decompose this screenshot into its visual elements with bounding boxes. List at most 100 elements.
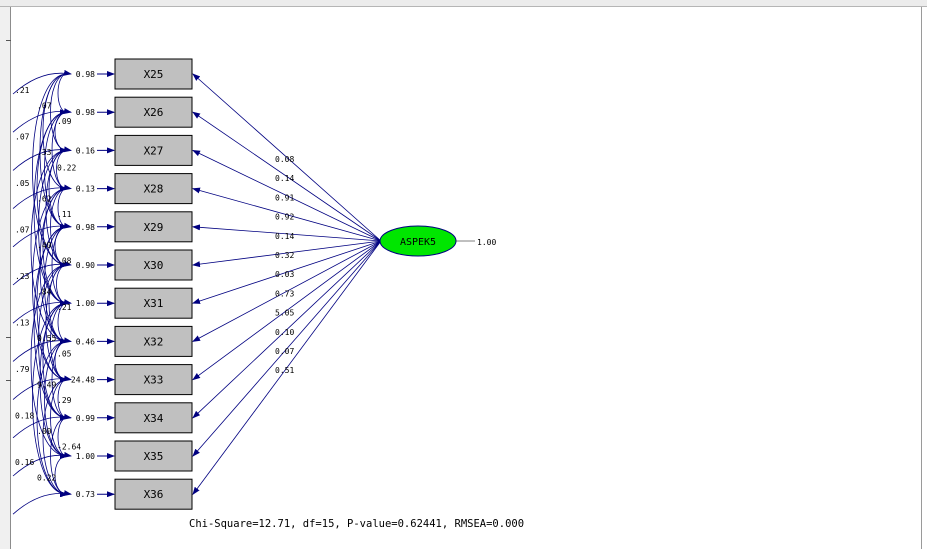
error-variance: 0.73 xyxy=(76,490,95,499)
indicator-box[interactable] xyxy=(114,58,193,90)
indicator-box[interactable] xyxy=(114,96,193,128)
factor-loading-arrows: 0.08 0.14 0.91 0.92 0.14 0.32 0.03 0.73 5.05 0.10… xyxy=(192,73,382,496)
indicator-boxes: X25 X26 X27 X28 X29 X30 X31 X32 X33 X34 X35 X36 xyxy=(114,58,193,510)
indicator-box[interactable] xyxy=(114,249,193,281)
covariance-arc xyxy=(36,341,68,498)
error-covariance-labels: .21 .07 .09 .07 .33 0.22 .05 .62 .11 .07 .40 .08 .23… xyxy=(15,86,81,483)
error-variance: 0.13 xyxy=(76,185,95,194)
indicator-box[interactable] xyxy=(114,134,193,166)
indicator-box[interactable] xyxy=(114,211,193,243)
loading-arrow xyxy=(192,187,382,242)
indicator-box[interactable] xyxy=(114,402,193,434)
left-border-tick xyxy=(6,380,11,381)
covariance-value: 0.55 xyxy=(37,334,56,343)
indicator-x25[interactable]: X25 xyxy=(114,58,193,90)
right-panel-border xyxy=(921,7,922,549)
covariance-value: .33 xyxy=(37,148,52,157)
indicator-box[interactable] xyxy=(114,325,193,357)
error-variance: 0.16 xyxy=(76,146,95,155)
fit-statistics: Chi-Square=12.71, df=15, P-value=0.62441… xyxy=(189,518,524,530)
indicator-x29[interactable]: X29 xyxy=(114,211,193,243)
covariance-value: .05 xyxy=(57,350,72,359)
error-arrows: 0.98 0.98 0.16 0.13 0.98 0.90 1.00 0.46 24.48 0.9… xyxy=(71,70,115,499)
left-panel-border xyxy=(0,7,11,549)
loading-value: 0.14 xyxy=(275,174,294,183)
covariance-value: .00 xyxy=(37,427,52,436)
covariance-value: -2.64 xyxy=(57,443,81,452)
covariance-value: 0.22 xyxy=(57,164,76,173)
error-variance: 0.90 xyxy=(76,261,95,270)
indicator-label: X25 xyxy=(144,68,164,81)
indicator-x33[interactable]: X33 xyxy=(114,364,193,396)
error-variance: 0.98 xyxy=(76,70,95,79)
latent-label: ASPEK5 xyxy=(400,237,436,248)
covariance-value: .07 xyxy=(15,226,30,235)
loading-value: 0.08 xyxy=(275,155,294,164)
error-variance: 1.00 xyxy=(76,452,95,461)
error-variance: 0.98 xyxy=(76,108,95,117)
covariance-value: .29 xyxy=(57,396,72,405)
covariance-arc xyxy=(54,455,68,498)
indicator-x36[interactable]: X36 xyxy=(114,478,193,510)
window-top-border xyxy=(0,0,927,7)
covariance-arc xyxy=(12,222,72,248)
loading-value: 0.73 xyxy=(275,289,294,298)
covariance-value: .13 xyxy=(15,319,30,328)
covariance-arc xyxy=(12,337,72,362)
covariance-arc xyxy=(12,490,72,515)
covariance-arc xyxy=(12,146,72,171)
loading-value: 5.05 xyxy=(275,309,294,318)
covariance-arc xyxy=(12,69,72,95)
indicator-label: X34 xyxy=(144,412,164,425)
covariance-value: 0.22 xyxy=(37,474,56,483)
covariance-arc xyxy=(12,451,72,477)
covariance-arc xyxy=(12,184,72,209)
indicator-box[interactable] xyxy=(114,364,193,396)
loading-arrow xyxy=(192,224,382,242)
loading-value: 0.10 xyxy=(275,328,294,337)
loading-value: 0.51 xyxy=(275,366,294,375)
indicator-x28[interactable]: X28 xyxy=(114,173,193,205)
indicator-label: X33 xyxy=(144,374,164,387)
indicator-box[interactable] xyxy=(114,440,193,472)
covariance-arc xyxy=(57,73,68,116)
covariance-value: 0.18 xyxy=(15,412,34,421)
left-border-tick xyxy=(6,337,11,338)
covariance-arc xyxy=(12,299,72,324)
covariance-value: .07 xyxy=(15,133,30,142)
covariance-value: .84 xyxy=(37,288,52,297)
covariance-value: .79 xyxy=(15,365,30,374)
covariance-arc xyxy=(57,188,68,230)
indicator-x26[interactable]: X26 xyxy=(114,96,193,128)
indicator-x30[interactable]: X30 xyxy=(114,249,193,281)
indicator-x34[interactable]: X34 xyxy=(114,402,193,434)
covariance-arc xyxy=(12,413,72,439)
covariance-arc xyxy=(56,264,68,307)
covariance-value: .08 xyxy=(57,257,72,266)
indicator-x32[interactable]: X32 xyxy=(114,325,193,357)
indicator-label: X26 xyxy=(144,106,164,119)
indicator-label: X28 xyxy=(144,183,164,196)
covariance-arc xyxy=(42,379,68,498)
indicator-label: X36 xyxy=(144,488,164,501)
indicator-box[interactable] xyxy=(114,478,193,510)
latent-variable[interactable]: ASPEK5 xyxy=(379,225,457,257)
covariance-value: .40 xyxy=(37,241,52,250)
covariance-value: .11 xyxy=(57,210,72,219)
covariance-arc xyxy=(12,375,72,400)
indicator-x35[interactable]: X35 xyxy=(114,440,193,472)
indicator-x31[interactable]: X31 xyxy=(114,287,193,319)
indicator-box[interactable] xyxy=(114,173,193,205)
covariance-value: .05 xyxy=(15,179,30,188)
indicator-x27[interactable]: X27 xyxy=(114,134,193,166)
covariance-value: .07 xyxy=(37,102,52,111)
indicator-label: X32 xyxy=(144,335,164,348)
loading-arrow xyxy=(192,240,382,419)
loading-arrow xyxy=(192,149,382,242)
error-variance: 0.46 xyxy=(76,337,95,346)
covariance-value: .09 xyxy=(57,117,72,126)
indicator-box[interactable] xyxy=(114,287,193,319)
covariance-value: 9.49 xyxy=(37,381,56,390)
covariance-arc xyxy=(44,341,68,459)
covariance-value: .21 xyxy=(15,86,30,95)
